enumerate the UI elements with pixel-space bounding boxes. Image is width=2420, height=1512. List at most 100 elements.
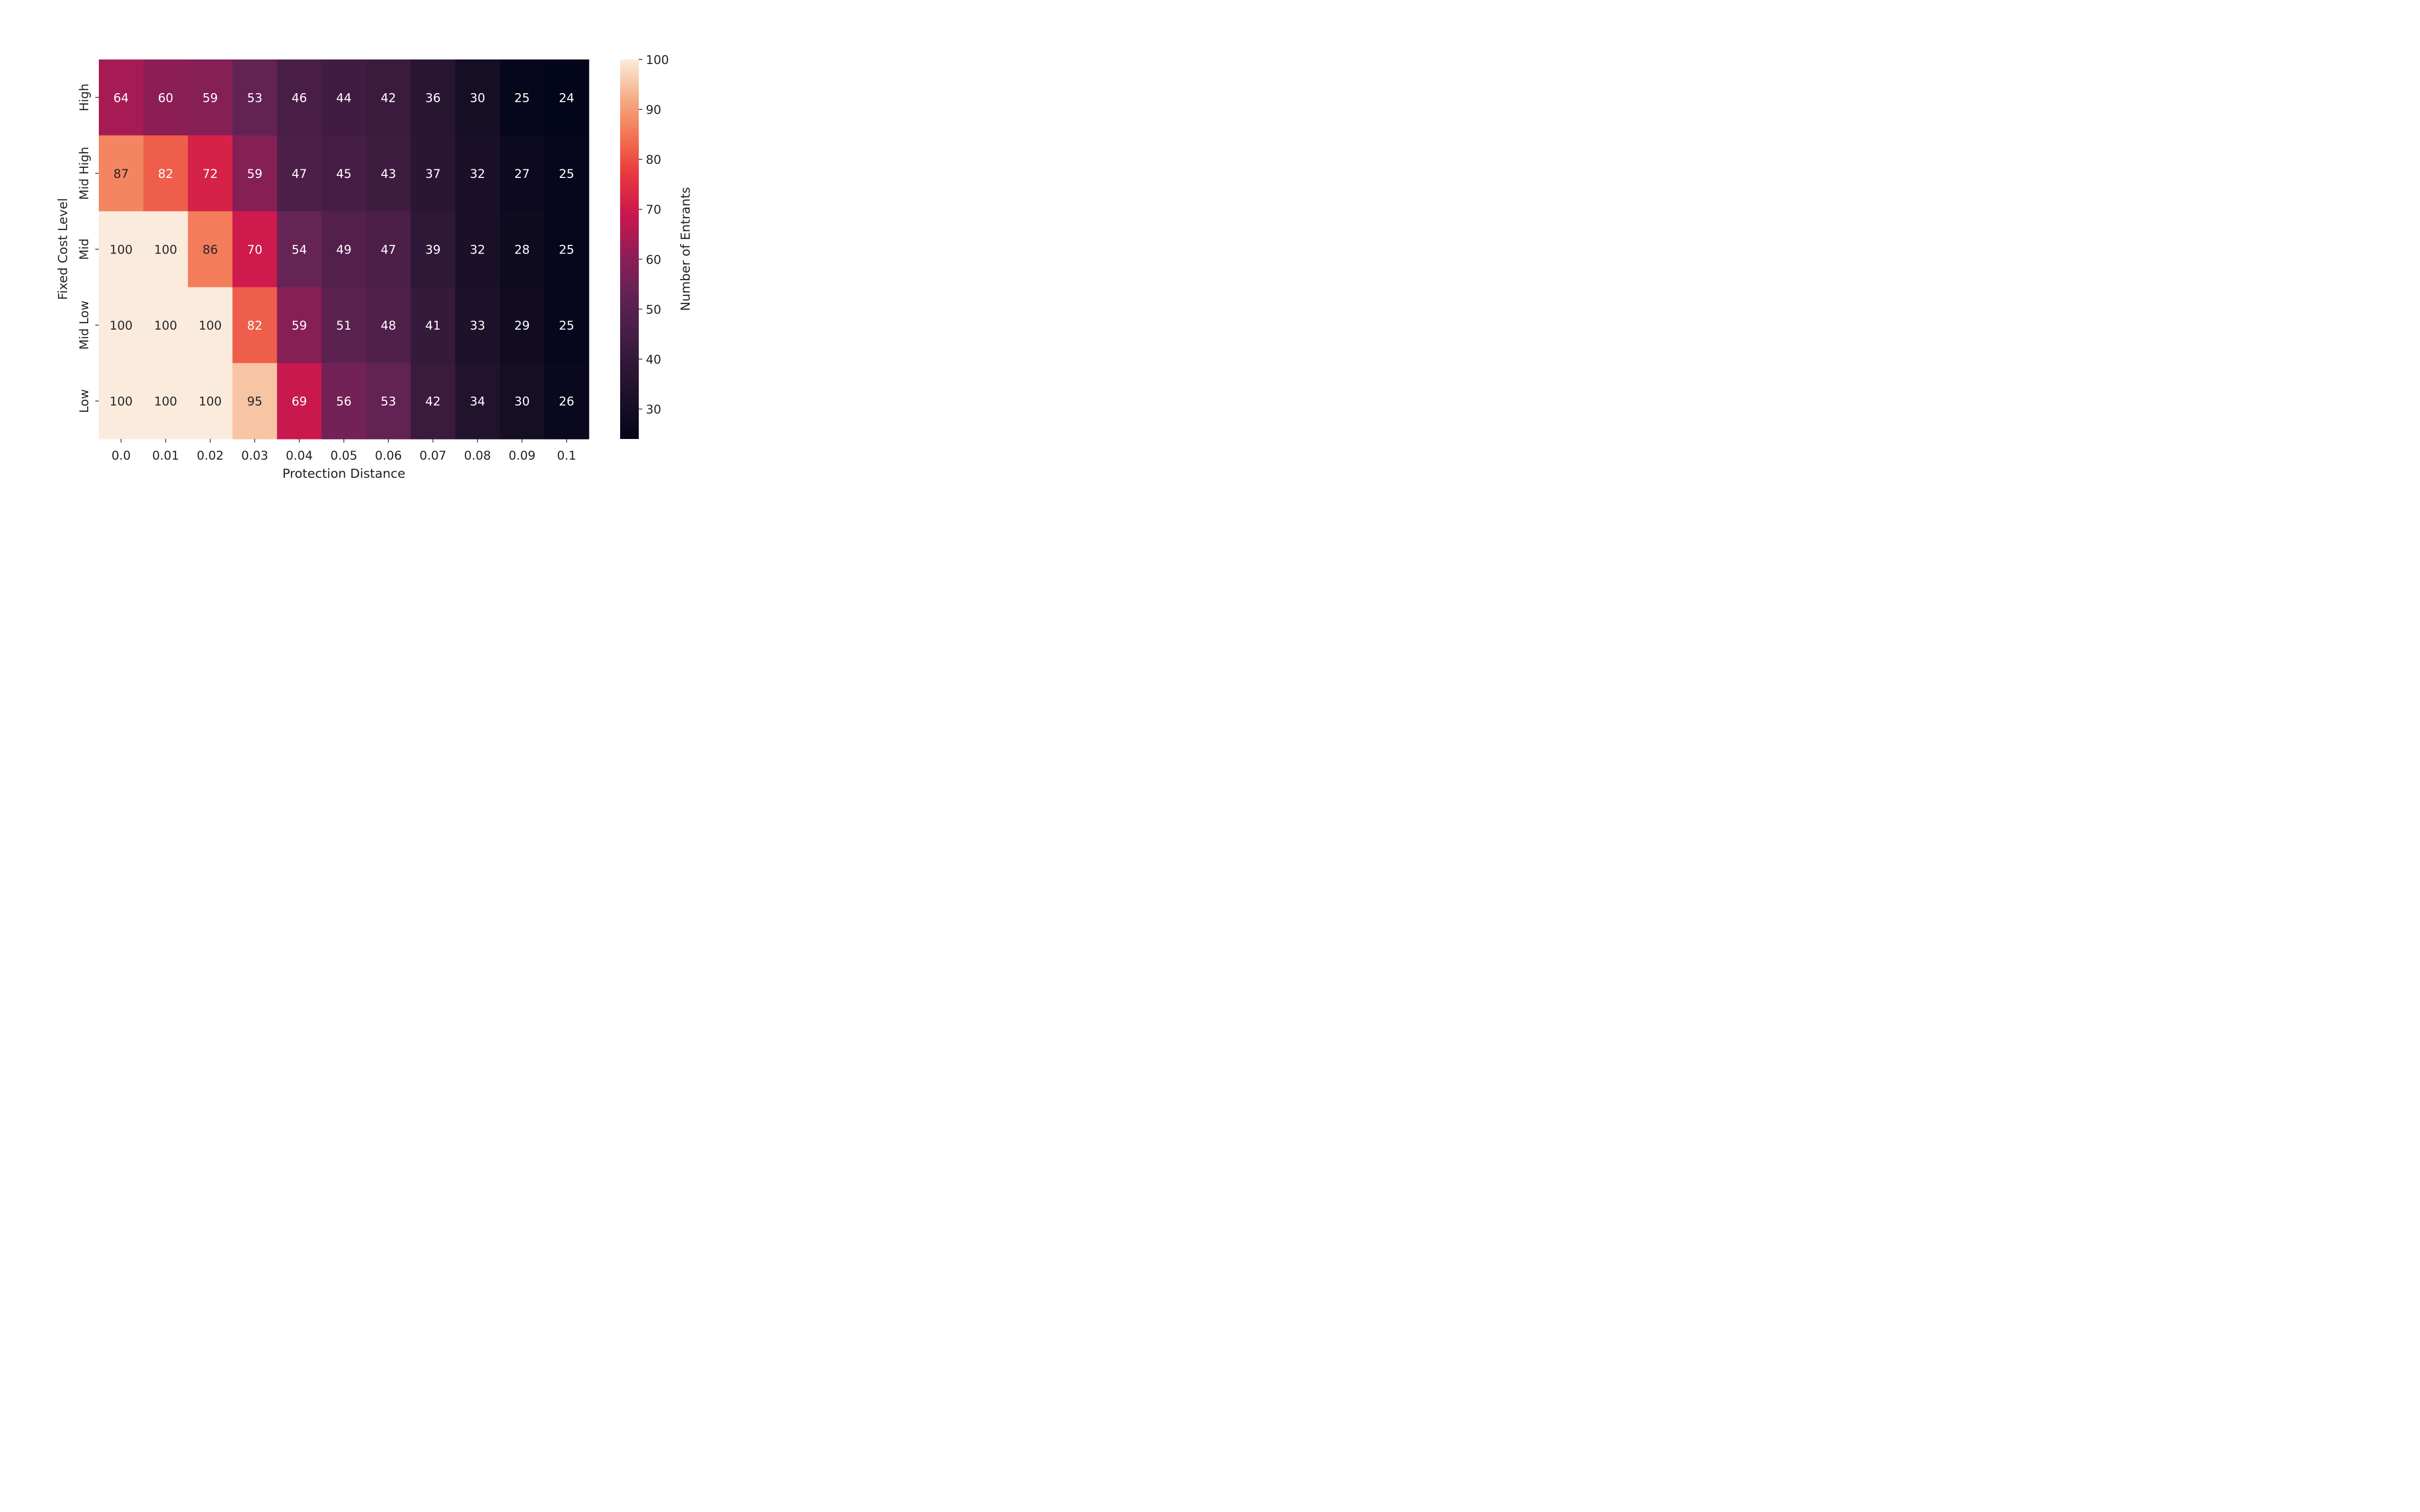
y-axis-ticks: High Mid High Mid Mid Low Low [77, 84, 99, 413]
heatmap-cell [500, 287, 545, 363]
cell-value-label: 34 [470, 395, 486, 409]
cell-value-label: 41 [425, 319, 441, 333]
heatmap-cell [366, 287, 411, 363]
heatmap-cell [500, 135, 545, 212]
colorbar-tick-label: 50 [646, 302, 661, 317]
colorbar-tick-label: 60 [646, 253, 661, 267]
heatmap-cell [232, 211, 278, 288]
colorbar-tick-label: 40 [646, 352, 661, 366]
heatmap-cell [410, 59, 456, 136]
heatmap-cell [500, 211, 545, 288]
cell-value-label: 51 [336, 319, 352, 333]
cell-value-label: 43 [381, 167, 396, 181]
heatmap-cell [544, 363, 589, 439]
cell-value-label: 37 [425, 167, 441, 181]
heatmap-cell [500, 59, 545, 136]
colorbar-tick-label: 100 [646, 53, 669, 67]
x-tick-label: 0.04 [286, 449, 313, 463]
x-tick-label: 0.02 [197, 449, 223, 463]
heatmap-cell [188, 363, 233, 439]
heatmap-cell [455, 211, 500, 288]
heatmap-cell [544, 59, 589, 136]
cell-value-label: 25 [514, 91, 530, 105]
cell-value-label: 100 [199, 395, 222, 409]
cell-value-label: 95 [247, 395, 263, 409]
x-tick-label: 0.09 [509, 449, 535, 463]
x-tick-label: 0.0 [111, 449, 131, 463]
cell-value-label: 42 [381, 91, 396, 105]
x-tick-label: 0.06 [375, 449, 402, 463]
cell-value-label: 47 [291, 167, 307, 181]
cell-value-label: 100 [154, 319, 177, 333]
y-tick-label: Mid [77, 238, 91, 260]
cell-value-label: 53 [247, 91, 263, 105]
heatmap-cell [410, 363, 456, 439]
cell-value-label: 32 [470, 243, 486, 257]
heatmap-cell [455, 363, 500, 439]
heatmap-cell [321, 363, 367, 439]
y-tick-label: Low [77, 389, 91, 413]
heatmap-cell [188, 287, 233, 363]
cell-value-label: 47 [381, 243, 396, 257]
cell-value-label: 48 [381, 319, 396, 333]
heatmap-cell [232, 59, 278, 136]
heatmap-cell [277, 363, 322, 439]
cell-value-label: 32 [470, 167, 486, 181]
cell-value-label: 82 [158, 167, 173, 181]
cell-value-label: 59 [247, 167, 263, 181]
x-tick-label: 0.07 [419, 449, 446, 463]
colorbar-tick-label: 80 [646, 153, 661, 167]
heatmap-cell [321, 59, 367, 136]
heatmap-cell [232, 287, 278, 363]
heatmap-cell [455, 287, 500, 363]
cell-value-label: 53 [381, 395, 396, 409]
cell-value-label: 30 [470, 91, 486, 105]
heatmap-cell [277, 135, 322, 212]
cell-value-label: 28 [514, 243, 530, 257]
colorbar-tick-label: 30 [646, 403, 661, 417]
cell-value-label: 100 [109, 319, 133, 333]
x-tick-label: 0.03 [241, 449, 268, 463]
heatmap-cell [143, 59, 189, 136]
cell-value-label: 100 [109, 243, 133, 257]
cell-value-label: 59 [203, 91, 218, 105]
colorbar-tick-label: 90 [646, 103, 661, 117]
heatmap-cells: 64 60 59 53 46 44 42 36 30 25 24 87 82 72 59 47 45 43 37 32… [99, 59, 589, 439]
cell-value-label: 44 [336, 91, 352, 105]
heatmap-cell [232, 135, 278, 212]
cell-value-label: 25 [559, 167, 575, 181]
heatmap-cell [366, 211, 411, 288]
heatmap-cell [143, 135, 189, 212]
heatmap-cell [544, 287, 589, 363]
heatmap-cell [366, 59, 411, 136]
cell-value-label: 70 [247, 243, 263, 257]
cell-value-label: 60 [158, 91, 173, 105]
cell-value-label: 64 [113, 91, 129, 105]
heatmap-cell [544, 211, 589, 288]
heatmap-cell [188, 59, 233, 136]
cell-value-label: 49 [336, 243, 352, 257]
y-tick-label: Mid Low [77, 300, 91, 350]
heatmap-cell [410, 211, 456, 288]
heatmap-cell [410, 287, 456, 363]
cell-value-label: 100 [154, 243, 177, 257]
colorbar-tick-label: 70 [646, 203, 661, 217]
heatmap-cell [321, 211, 367, 288]
heatmap-cell [143, 287, 189, 363]
heatmap-cell [99, 59, 144, 136]
y-tick-label: Mid High [77, 147, 91, 200]
cell-value-label: 25 [559, 243, 575, 257]
heatmap-cell [410, 135, 456, 212]
heatmap-cell [188, 211, 233, 288]
heatmap-cell [500, 363, 545, 439]
cell-value-label: 27 [514, 167, 530, 181]
colorbar [620, 59, 639, 439]
heatmap-cell [99, 363, 144, 439]
cell-value-label: 36 [425, 91, 441, 105]
y-tick-label: High [77, 84, 91, 111]
heatmap-cell [455, 135, 500, 212]
heatmap-cell [99, 135, 144, 212]
cell-value-label: 69 [291, 395, 307, 409]
heatmap-cell [321, 135, 367, 212]
cell-value-label: 45 [336, 167, 352, 181]
